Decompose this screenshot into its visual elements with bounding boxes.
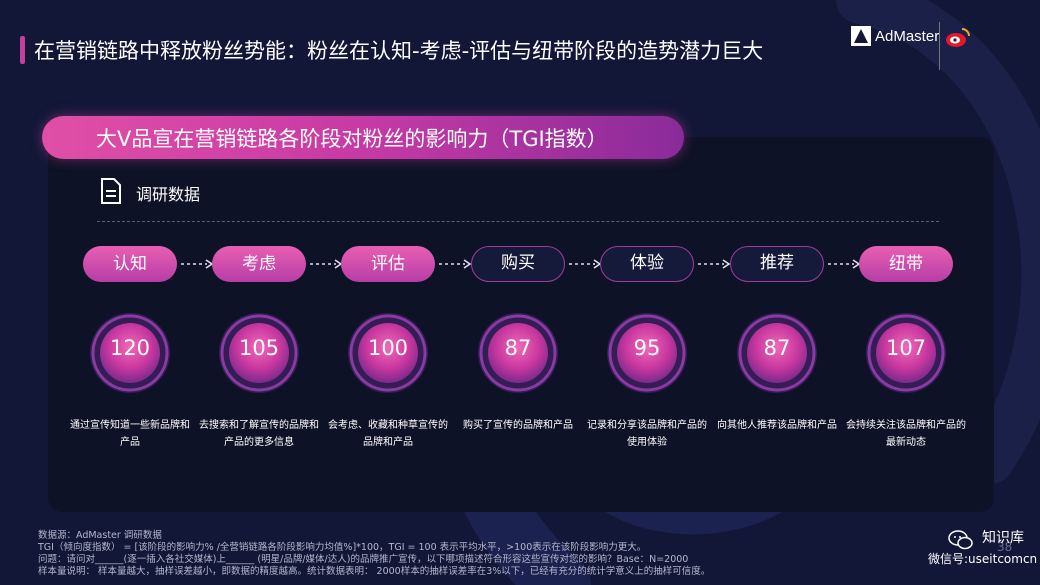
value-bubble bbox=[348, 313, 428, 393]
wechat-account-name: 知识库 bbox=[982, 530, 1024, 546]
arrow-icon bbox=[828, 259, 861, 269]
footnote-source: 数据源：AdMaster 调研数据 bbox=[38, 530, 162, 541]
tgi-value: 105 bbox=[238, 336, 280, 360]
stage-label: 纽带 bbox=[859, 246, 953, 282]
tgi-value: 87 bbox=[504, 336, 532, 360]
stage-description: 通过宣传知道一些新品牌和产品 bbox=[70, 420, 190, 448]
value-bubble bbox=[737, 313, 817, 393]
value-bubble bbox=[478, 313, 558, 393]
admaster-logo: AdMaster bbox=[851, 24, 939, 48]
stage-label: 推荐 bbox=[730, 246, 824, 282]
value-bubble bbox=[866, 313, 946, 393]
value-bubble bbox=[607, 313, 687, 393]
arrow-icon bbox=[569, 259, 602, 269]
arrow-icon bbox=[698, 259, 731, 269]
tgi-value: 107 bbox=[885, 336, 927, 360]
stage-description: 记录和分享该品牌和产品的使用体验 bbox=[587, 420, 707, 448]
stage-description: 购买了宣传的品牌和产品 bbox=[463, 420, 573, 431]
tgi-value: 100 bbox=[367, 336, 409, 360]
page-title: 在营销链路中释放粉丝势能：粉丝在认知-考虑-评估与纽带阶段的造势潜力巨大 bbox=[34, 39, 764, 63]
stage-label: 认知 bbox=[83, 246, 177, 282]
arrow-icon bbox=[310, 259, 343, 269]
tgi-value: 120 bbox=[109, 336, 151, 360]
value-bubble bbox=[90, 313, 170, 393]
footnote-sample: 样本量说明： 样本量越大，抽样误差越小，即数据的精度越高。统计数据表明： 200… bbox=[38, 566, 711, 577]
section-divider bbox=[97, 221, 939, 222]
stage-label: 购买 bbox=[471, 246, 565, 282]
stage-description: 去搜索和了解宣传的品牌和产品的更多信息 bbox=[199, 420, 319, 448]
document-icon bbox=[101, 178, 121, 204]
stage-description: 会考虑、收藏和种草宣传的品牌和产品 bbox=[328, 420, 448, 448]
subtitle-pill bbox=[42, 116, 684, 159]
admaster-logo-icon bbox=[851, 26, 871, 46]
stage-label: 考虑 bbox=[212, 246, 306, 282]
footnotes: 数据源：AdMaster 调研数据 TGI（倾向度指数） = [该阶段的影响力%… bbox=[38, 530, 710, 578]
page-number: 38 bbox=[997, 540, 1013, 554]
research-data-label: 调研数据 bbox=[136, 185, 201, 204]
wechat-account-id: 微信号:useitcomcn bbox=[928, 552, 1038, 566]
arrow-icon bbox=[439, 259, 472, 269]
chart-title: 大V品宣在营销链路各阶段对粉丝的影响力（TGI指数） bbox=[96, 127, 608, 151]
admaster-logo-text: AdMaster bbox=[875, 27, 940, 45]
tgi-value: 95 bbox=[633, 336, 661, 360]
stage-description: 向其他人推荐该品牌和产品 bbox=[717, 420, 837, 431]
weibo-logo-icon bbox=[946, 28, 970, 47]
wechat-icon bbox=[948, 530, 973, 550]
stage-label: 评估 bbox=[341, 246, 435, 282]
stage-label: 体验 bbox=[600, 246, 694, 282]
footnote-tgi: TGI（倾向度指数） = [该阶段的影响力% /全营销链路各阶段影响力均值%]*… bbox=[38, 542, 647, 553]
value-bubble bbox=[219, 313, 299, 393]
arrow-icon bbox=[181, 259, 214, 269]
title-accent-bar bbox=[20, 36, 25, 64]
tgi-value: 87 bbox=[763, 336, 791, 360]
footnote-question: 问题：请问对______(逐一插入各社交媒体)上______ (明星/品牌/媒体… bbox=[38, 554, 689, 565]
stage-description: 会持续关注该品牌和产品的最新动态 bbox=[846, 420, 966, 448]
logo-divider bbox=[939, 22, 940, 70]
